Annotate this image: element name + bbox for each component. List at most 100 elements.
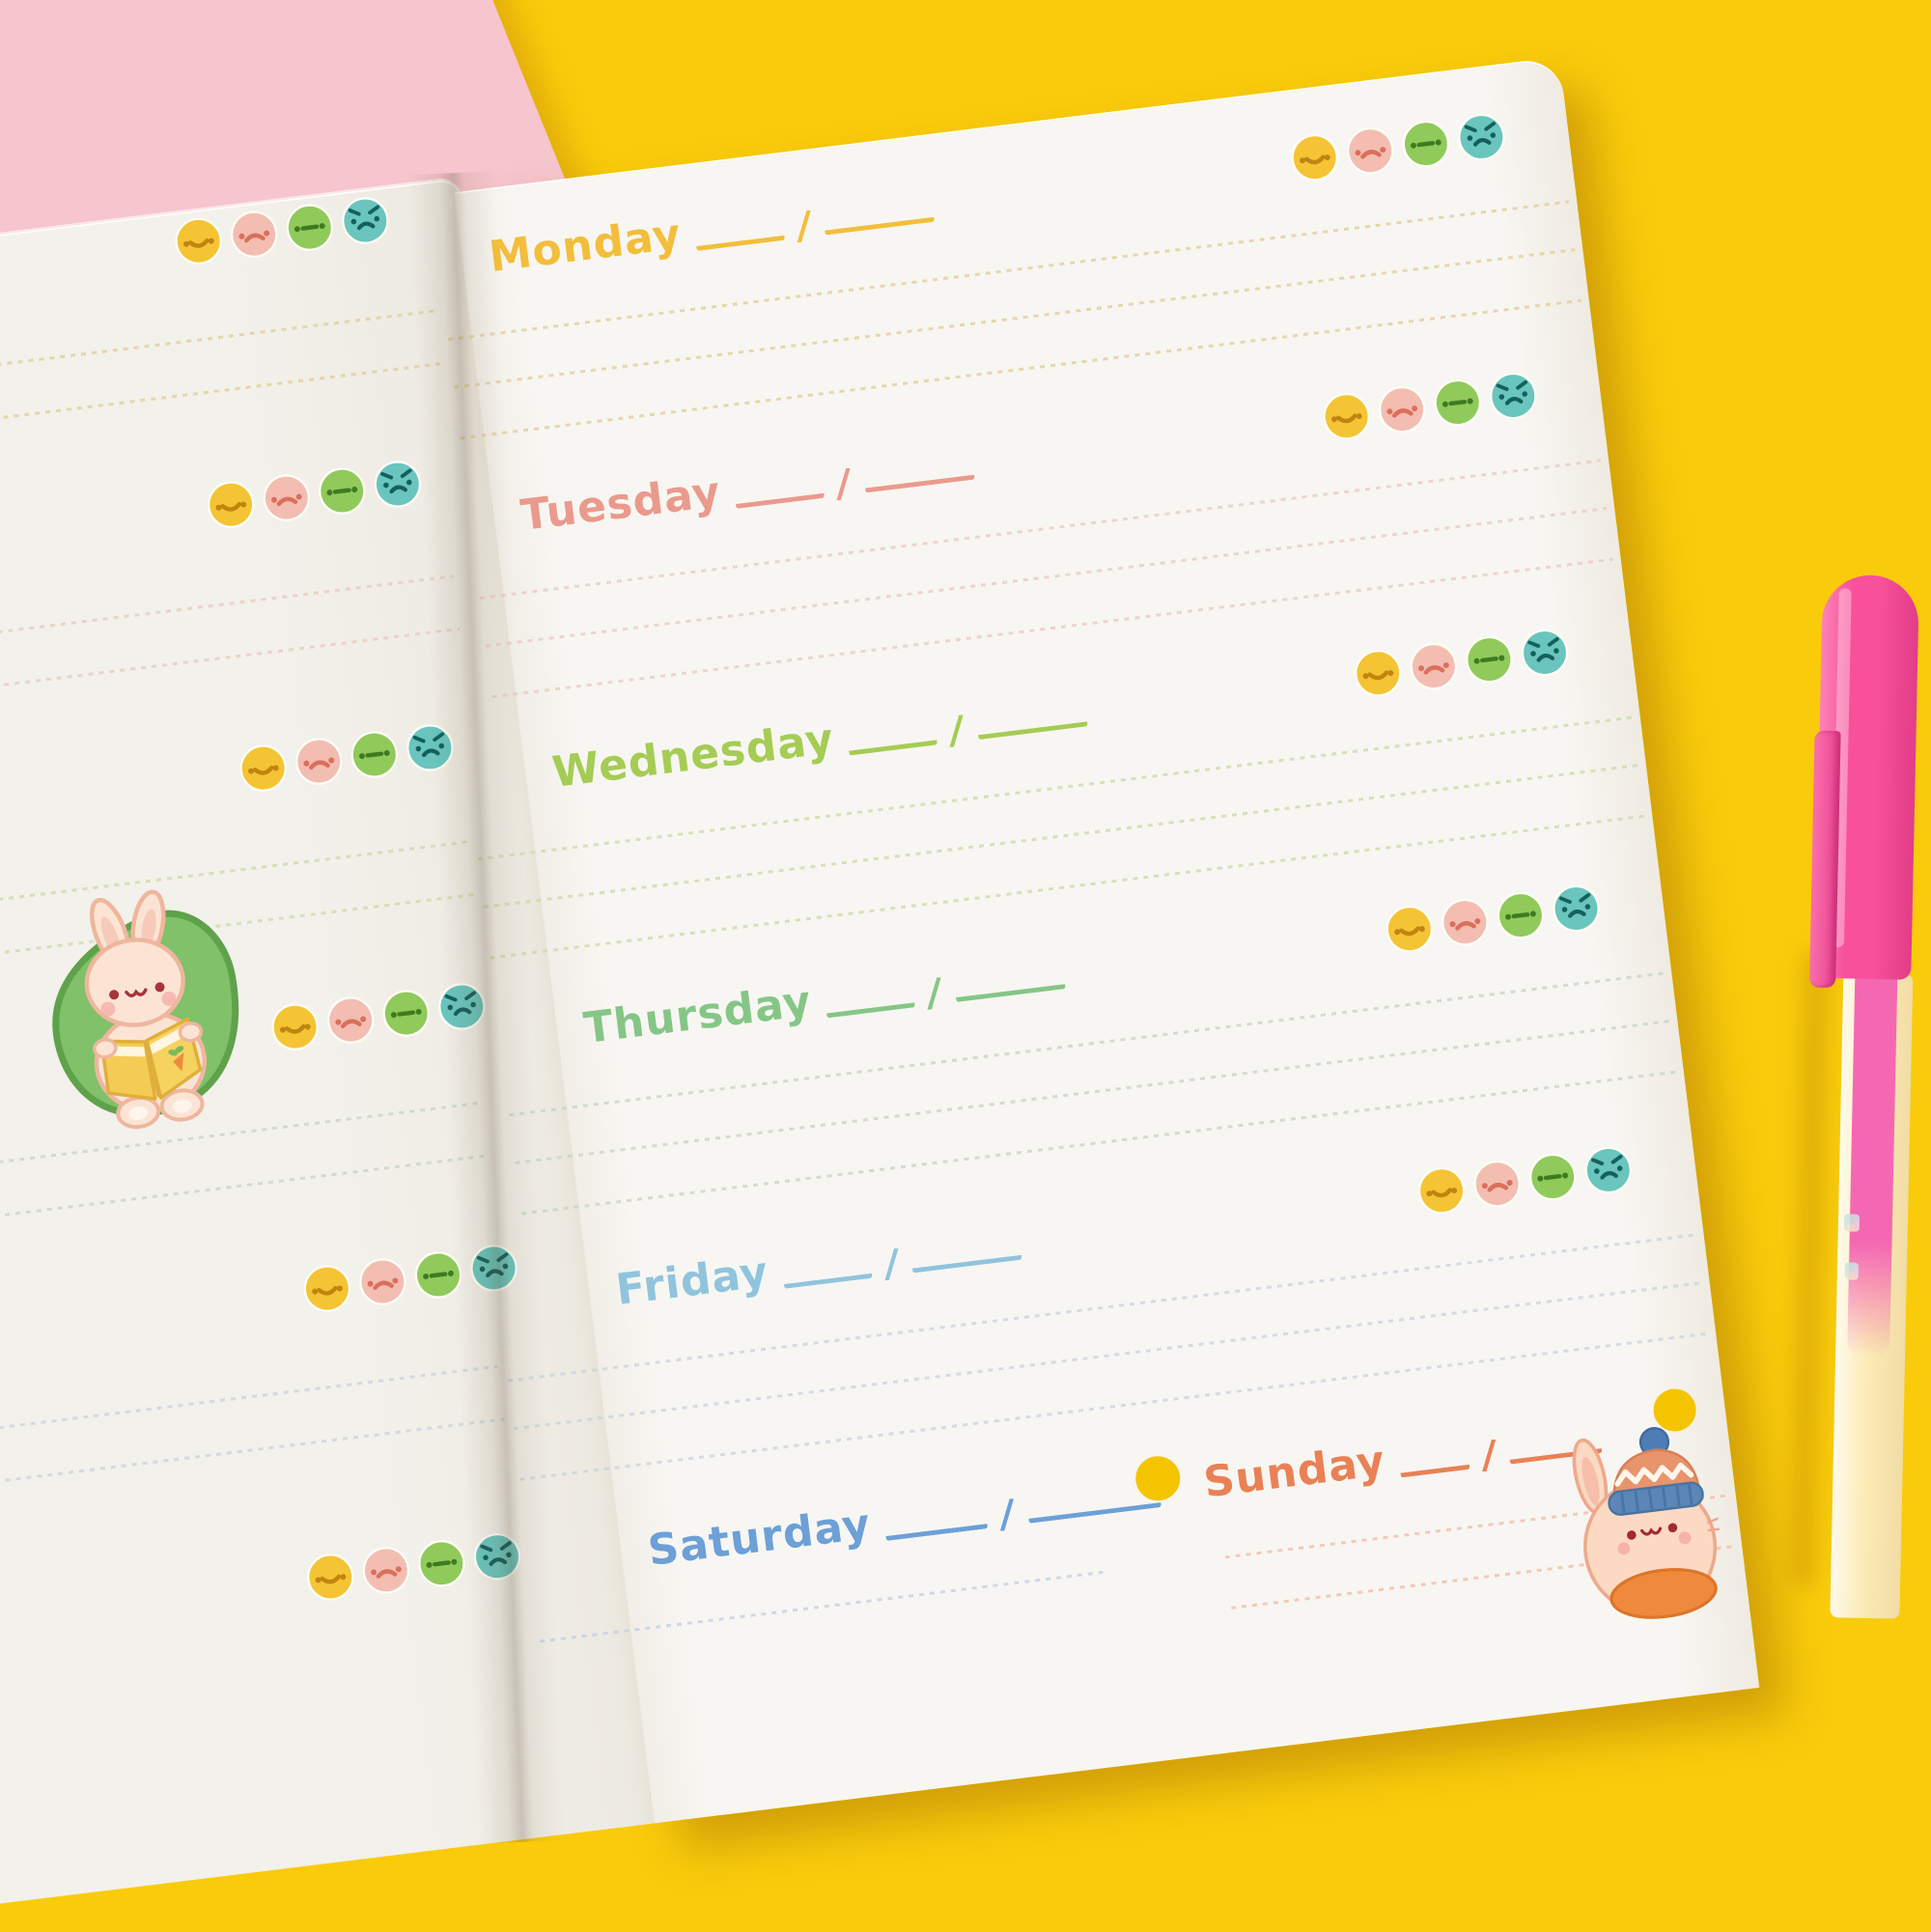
mood-icon-angry (467, 1242, 521, 1296)
left-page-row (0, 970, 585, 1304)
mood-icon-happy (172, 214, 226, 268)
mood-row (1288, 110, 1508, 184)
mood-icon-sad (1375, 382, 1429, 436)
mood-icon-sad (356, 1255, 410, 1309)
mood-row (237, 721, 457, 796)
sticker-bunny-winter-hat-icon (1572, 1426, 1721, 1619)
sticker-bunny-reading-icon (52, 889, 239, 1130)
mood-icon-sad (260, 471, 314, 525)
ruled-line (0, 1364, 499, 1459)
mood-icon-happy (268, 1000, 322, 1054)
date-slash: / (1481, 1433, 1497, 1478)
ruled-line (0, 574, 455, 676)
mood-row (1351, 626, 1571, 700)
left-page-row (0, 448, 520, 782)
mood-icon-sad (1470, 1157, 1525, 1211)
date-slash: / (949, 708, 965, 753)
mood-icon-neutral (1431, 376, 1485, 430)
mood-icon-sad (359, 1544, 413, 1598)
date-slash: / (883, 1242, 899, 1287)
left-page-row (0, 184, 489, 518)
mood-row (204, 458, 424, 532)
date-slash: / (999, 1492, 1015, 1537)
day-title: Monday (486, 210, 685, 282)
mood-icon-neutral (348, 728, 402, 782)
date-slash: / (835, 462, 852, 507)
mood-icon-angry (434, 980, 489, 1034)
mood-row (1383, 882, 1603, 956)
mood-icon-angry (1550, 882, 1604, 936)
mood-row (172, 194, 392, 268)
mood-icon-neutral (1399, 117, 1453, 171)
mood-icon-angry (1486, 369, 1540, 423)
mood-icon-happy (1288, 130, 1342, 184)
day-section-thursday: Thursday / (509, 868, 1691, 1263)
mood-icon-angry (371, 458, 425, 512)
mood-icon-happy (300, 1262, 354, 1316)
sparkle-icon (1843, 1214, 1861, 1232)
mood-icon-angry (339, 194, 393, 248)
photo-scene: { "scene": { "background_color": "#F9CB0… (0, 0, 1931, 1545)
mood-icon-neutral (1525, 1150, 1580, 1204)
mood-row (1320, 369, 1540, 443)
mood-icon-angry (1455, 110, 1509, 164)
mood-icon-sad (1407, 639, 1461, 693)
mood-icon-neutral (379, 987, 434, 1041)
date-blank-month (860, 437, 975, 493)
pen (1801, 574, 1931, 1619)
mood-icon-angry (404, 721, 458, 775)
date-blank-month (908, 1218, 1022, 1274)
date-blank-month (973, 685, 1088, 741)
day-title: Sunday (1201, 1436, 1388, 1508)
date-blank-day (731, 457, 825, 509)
day-header: Monday / (486, 175, 936, 282)
mood-icon-angry (1518, 626, 1572, 680)
ruled-line (0, 309, 439, 412)
day-section-friday: Friday / (507, 1130, 1722, 1525)
date-slash: / (926, 970, 942, 1016)
day-section-tuesday: Tuesday / (479, 355, 1627, 750)
ruled-line (0, 627, 461, 728)
mood-icon-happy (1414, 1163, 1469, 1218)
mood-icon-neutral (1494, 888, 1548, 942)
mood-icon-happy (303, 1551, 357, 1605)
ruled-line (0, 1417, 505, 1512)
mood-icon-neutral (283, 201, 337, 255)
mood-icon-happy (204, 478, 258, 532)
left-page-row (0, 1517, 652, 1851)
mood-row (1414, 1143, 1635, 1218)
mood-icon-sad (323, 994, 378, 1048)
mood-icon-happy (1320, 389, 1374, 443)
date-blank-month (951, 947, 1066, 1003)
mood-icon-angry (1581, 1143, 1636, 1197)
pen-clip (1809, 730, 1841, 989)
mood-icon-neutral (315, 464, 369, 518)
ruled-line (0, 1154, 490, 1250)
mood-icon-sad (227, 208, 281, 262)
left-page-row (0, 1232, 617, 1566)
day-title: Friday (613, 1247, 771, 1315)
mood-icon-happy (1351, 646, 1405, 700)
mood-icon-happy (1383, 902, 1437, 956)
mood-row (300, 1242, 520, 1316)
date-blank-day (778, 1237, 873, 1289)
sparkle-icon (1844, 1262, 1860, 1280)
mood-row (303, 1529, 523, 1604)
mood-icon-sad (292, 735, 346, 789)
day-section-monday: Monday / (447, 97, 1596, 491)
ruled-line (0, 361, 446, 464)
right-page: Monday / Tuesday / (447, 56, 1760, 1824)
left-page-row (0, 712, 553, 1046)
mood-icon-angry (470, 1529, 524, 1583)
notebook-spread: Monday / Tuesday / (0, 56, 1760, 1927)
date-blank-day (822, 966, 915, 1019)
date-blank-day (691, 199, 785, 251)
mood-icon-neutral (1463, 632, 1517, 686)
date-blank-day (1395, 1428, 1470, 1478)
day-section-wednesday: Wednesday / (477, 612, 1659, 1007)
date-blank-day (844, 703, 938, 756)
mood-icon-happy (237, 742, 291, 796)
pen-barrel (1830, 972, 1914, 1619)
mood-icon-sad (1343, 124, 1397, 178)
date-slash: / (796, 204, 812, 249)
